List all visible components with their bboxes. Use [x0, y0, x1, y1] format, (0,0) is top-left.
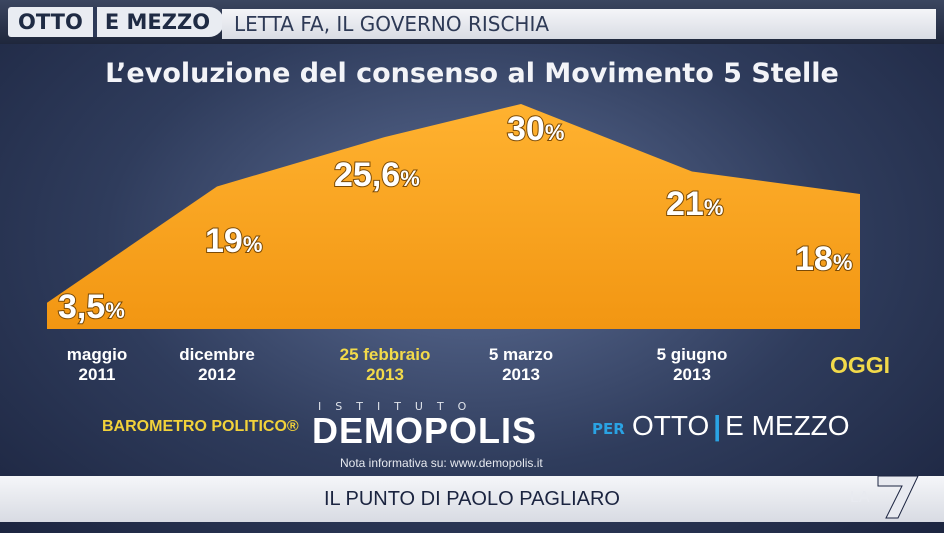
- value-label-number: 18: [795, 240, 833, 278]
- la7-text: LA: [850, 489, 870, 506]
- value-label: 3,5%: [58, 288, 125, 326]
- x-tick-label: 5 marzo 2013: [451, 345, 591, 385]
- x-tick-label: 25 febbraio 2013: [315, 345, 455, 385]
- value-label-unit: %: [833, 250, 853, 275]
- area-series: [47, 104, 860, 329]
- x-tick-label: maggio 2011: [27, 345, 167, 385]
- x-tick-label-line2: 2013: [673, 365, 711, 384]
- nota-informativa: Nota informativa su: www.demopolis.it: [340, 456, 543, 470]
- x-tick-label-line2: 2012: [198, 365, 236, 384]
- demopolis-logo: DEMOPOLIS: [312, 410, 538, 451]
- value-label: 25,6%: [334, 156, 420, 194]
- value-label-unit: %: [243, 232, 263, 257]
- x-tick-label-line2: 2013: [366, 365, 404, 384]
- otto-e-mezzo-logo: OTTO | E MEZZO: [632, 410, 850, 441]
- value-label: 19%: [205, 222, 262, 260]
- value-label-number: 30: [507, 110, 545, 148]
- om-otto: OTTO: [632, 410, 710, 441]
- x-tick-label: OGGI: [790, 352, 930, 378]
- x-tick-label-line2: 2013: [502, 365, 540, 384]
- value-label-unit: %: [545, 120, 565, 145]
- value-label-unit: %: [400, 166, 420, 191]
- chart-title: L’evoluzione del consenso al Movimento 5…: [105, 58, 839, 89]
- logo-otto: OTTO: [8, 7, 93, 37]
- value-label-number: 21: [666, 185, 704, 223]
- x-tick-label: 5 giugno 2013: [622, 345, 762, 385]
- x-tick-label-line1: 5 giugno: [656, 345, 728, 364]
- x-tick-label-line1: maggio: [66, 345, 128, 364]
- area-chart: 3,5%19%25,6%30%21%18%: [47, 104, 860, 329]
- value-label: 21%: [666, 185, 723, 223]
- x-tick-label-line1: OGGI: [829, 352, 891, 378]
- value-label: 18%: [795, 240, 852, 278]
- value-label-number: 3,5: [58, 288, 105, 326]
- headline: LETTA FA, IL GOVERNO RISCHIA: [222, 9, 936, 39]
- per-label: PER: [592, 420, 625, 438]
- segment-title: IL PUNTO DI PAOLO PAGLIARO: [323, 488, 620, 510]
- logo-e-mezzo: E MEZZO: [92, 7, 225, 37]
- x-tick-label-line1: dicembre: [179, 345, 255, 364]
- x-tick-label-line2: 2011: [78, 365, 116, 384]
- show-logo: OTTO E MEZZO: [8, 7, 225, 37]
- bottom-bar: [0, 476, 944, 522]
- x-tick-label: dicembre 2012: [147, 345, 287, 385]
- value-label-unit: %: [105, 298, 125, 323]
- barometro-label: BAROMETRO POLITICO®: [102, 418, 299, 435]
- x-tick-label-line1: 5 marzo: [488, 345, 554, 364]
- om-e-mezzo: E MEZZO: [725, 410, 850, 441]
- value-label-unit: %: [704, 195, 724, 220]
- seven-icon: [877, 475, 919, 519]
- istituto-label: ISTITUTO: [318, 400, 481, 413]
- value-label-number: 19: [205, 222, 243, 260]
- x-tick-label-line1: 25 febbraio: [339, 345, 431, 364]
- value-label: 30%: [507, 110, 564, 148]
- value-label-number: 25,6: [334, 156, 400, 194]
- la7-logo: LA: [850, 475, 919, 519]
